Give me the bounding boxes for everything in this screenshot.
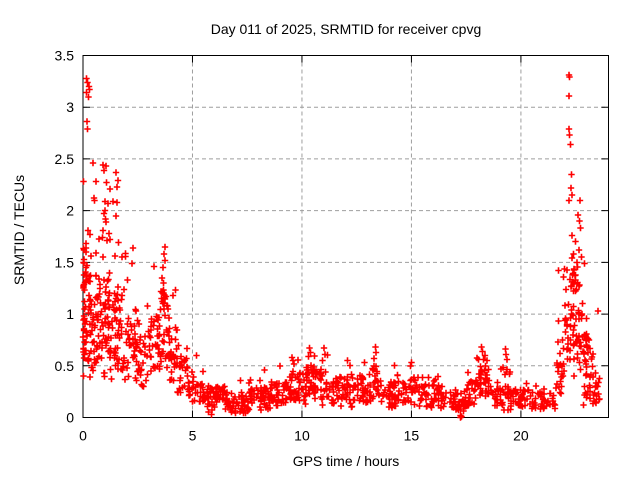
x-tick-label: 5 — [189, 428, 197, 444]
y-tick-label: 1 — [66, 306, 74, 322]
x-tick-label: 0 — [79, 428, 87, 444]
y-tick-label: 3 — [66, 99, 74, 115]
x-tick-label: 20 — [513, 428, 529, 444]
x-tick-label: 15 — [404, 428, 420, 444]
y-tick-label: 3.5 — [55, 48, 75, 64]
scatter-points — [79, 71, 603, 421]
x-tick-label: 10 — [294, 428, 310, 444]
y-tick-label: 2.5 — [55, 151, 75, 167]
y-tick-label: 1.5 — [55, 254, 75, 270]
y-tick-label: 2 — [66, 203, 74, 219]
plot-border — [82, 55, 609, 418]
chart-title: Day 011 of 2025, SRMTID for receiver cpv… — [210, 21, 482, 37]
y-tick-label: 0.5 — [55, 358, 75, 374]
y-tick-label: 0 — [66, 410, 74, 426]
axis-ticks — [82, 55, 609, 418]
gridlines — [83, 55, 609, 418]
x-axis-title: GPS time / hours — [292, 453, 400, 469]
